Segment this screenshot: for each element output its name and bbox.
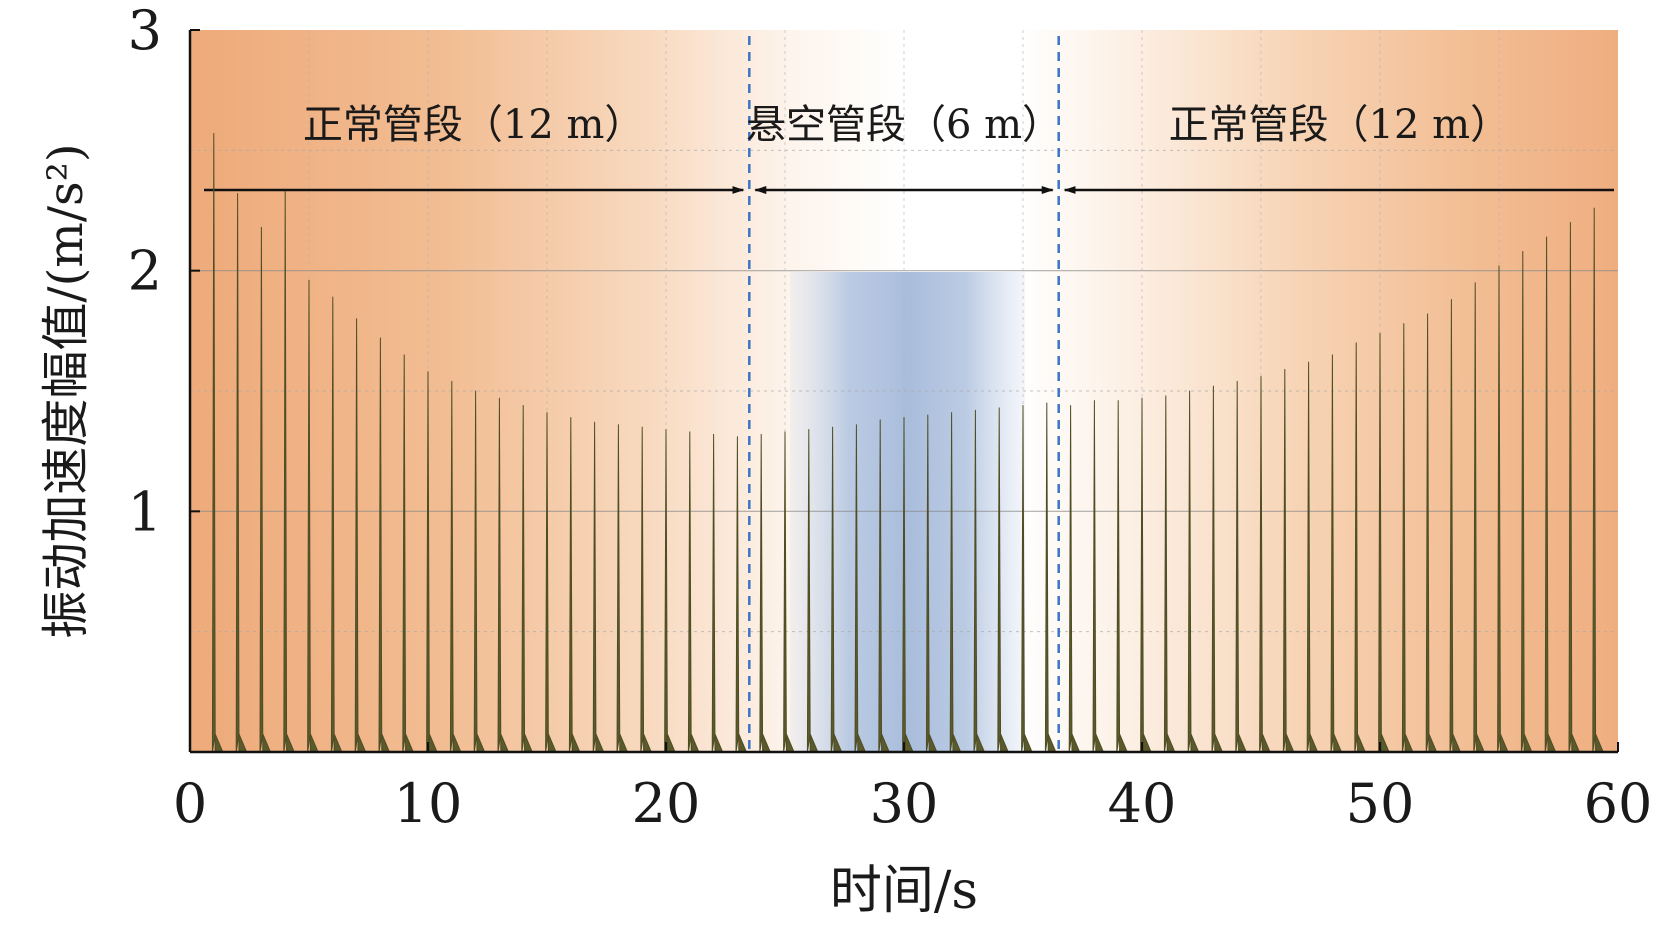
x-axis-label: 时间/s — [830, 861, 978, 921]
y-tick-label: 1 — [128, 480, 162, 543]
segment-boundaries — [748, 36, 1060, 752]
x-tick-label: 50 — [1346, 772, 1415, 835]
segment-label: 正常管段（12 m） — [303, 102, 645, 148]
x-tick-label: 10 — [394, 772, 463, 835]
segment-label: 悬空管段（6 m） — [746, 102, 1062, 148]
segment-labels: 正常管段（12 m） 悬空管段（6 m） 正常管段（12 m） — [303, 102, 1510, 148]
x-tick-label: 20 — [632, 772, 701, 835]
y-axis-label: 振动加速度幅值/(m/s²) — [38, 143, 94, 638]
y-tick-label: 3 — [128, 0, 162, 62]
y-tick-label: 2 — [128, 240, 162, 303]
x-tick-label: 60 — [1584, 772, 1653, 835]
x-tick-label: 0 — [173, 772, 207, 835]
x-tick-label: 40 — [1108, 772, 1177, 835]
segment-label: 正常管段（12 m） — [1169, 102, 1511, 148]
suspended-highlight — [790, 272, 1025, 752]
axis-ticks: 0 10 20 30 40 50 60 1 2 3 — [128, 0, 1653, 835]
x-tick-label: 30 — [870, 772, 939, 835]
